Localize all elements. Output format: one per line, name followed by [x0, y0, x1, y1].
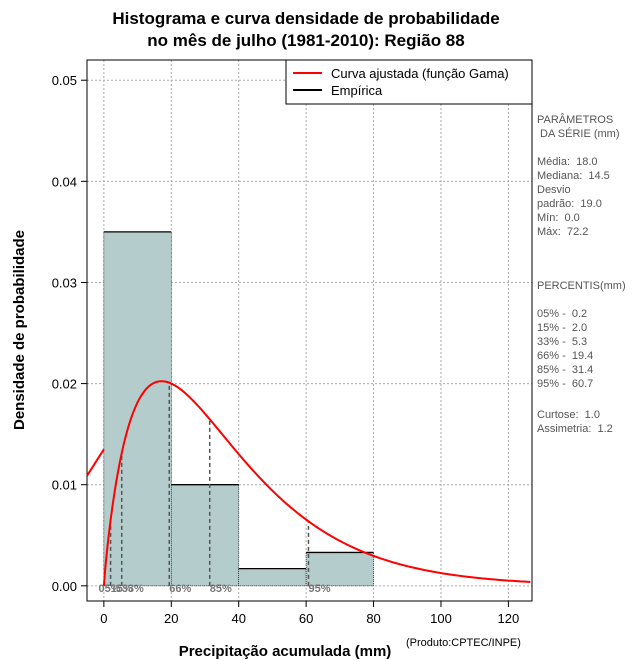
- x-axis-title: Precipitação acumulada (mm): [179, 643, 392, 660]
- gamma-fit-tail: [86, 448, 105, 477]
- x-tick-label: 0: [100, 611, 107, 626]
- chart-title-line-1: Histograma e curva densidade de probabil…: [112, 9, 499, 28]
- x-tick-label: 60: [299, 611, 313, 626]
- percentile-label: 66%: [169, 583, 191, 595]
- params-title: PARÂMETROS DA SÉRIE (mm): [537, 114, 620, 140]
- histogram-bar: [170, 484, 240, 587]
- y-tick-label: 0.01: [52, 478, 77, 493]
- y-axis-title: Densidade de probabilidade: [11, 230, 28, 430]
- x-tick-label: 120: [498, 611, 520, 626]
- legend-label-empirical: Empírica: [331, 83, 383, 98]
- percentis-values: 05% - 0.2 15% - 2.0 33% - 5.3 66% - 19.4…: [537, 308, 594, 390]
- x-tick-label: 100: [430, 611, 452, 626]
- histogram-bars: [103, 231, 374, 587]
- percentile-label: 05%: [99, 583, 121, 595]
- y-axis: 0.00 0.01 0.02 0.03 0.04 0.05: [52, 73, 87, 594]
- x-tick-label: 80: [366, 611, 380, 626]
- percentis-title: PERCENTIS(mm): [537, 280, 626, 292]
- legend: Curva ajustada (função Gama) Empírica: [285, 59, 533, 105]
- y-tick-label: 0.02: [52, 377, 77, 392]
- gamma-fit-curve: [102, 380, 531, 586]
- legend-label-curve: Curva ajustada (função Gama): [331, 66, 509, 81]
- percentile-labels: 05%15%33% 66% 85% 95%: [99, 583, 331, 595]
- histogram-bar: [103, 231, 172, 587]
- legend-box: [285, 59, 533, 105]
- y-tick-label: 0.05: [52, 73, 77, 88]
- percentile-label: 33%: [122, 583, 144, 595]
- histogram-bar: [305, 552, 374, 587]
- percentile-label: 15%: [111, 583, 133, 595]
- y-tick-label: 0.03: [52, 275, 77, 290]
- percentile-label: 95%: [308, 583, 330, 595]
- chart-title-line-2: no mês de julho (1981-2010): Região 88: [147, 31, 464, 50]
- percentile-label: 85%: [210, 583, 232, 595]
- x-tick-label: 20: [164, 611, 178, 626]
- x-tick-label: 40: [231, 611, 245, 626]
- y-tick-label: 0.00: [52, 579, 77, 594]
- credit-text: (Produto:CPTEC/INPE): [406, 637, 521, 649]
- histogram-bar: [238, 568, 307, 587]
- stats-values: Curtose: 1.0 Assimetria: 1.2: [537, 409, 613, 435]
- x-axis: 0 20 40 60 80 100 120: [100, 601, 519, 626]
- params-values: Média: 18.0 Mediana: 14.5 Desvio padrão:…: [537, 156, 610, 238]
- y-tick-label: 0.04: [52, 174, 77, 189]
